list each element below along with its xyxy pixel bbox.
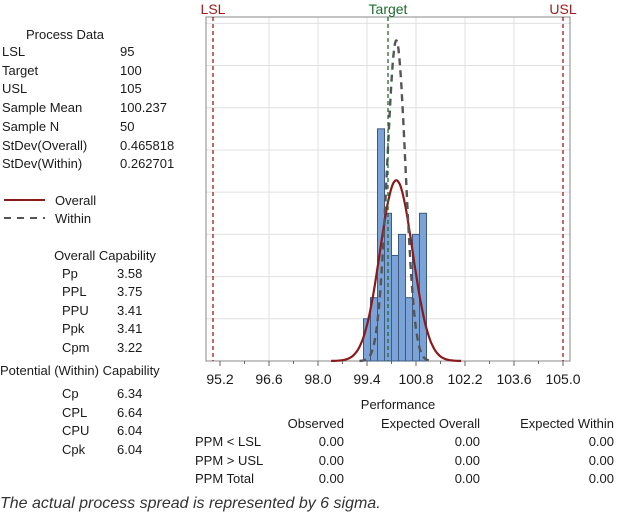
process-data-value: 50 — [120, 118, 135, 134]
overall-capability-value: 3.58 — [117, 266, 143, 281]
overall-capability-value: 3.22 — [117, 339, 143, 355]
footnote: The actual process spread is represented… — [0, 495, 381, 512]
overall-capability-label: Ppk — [62, 321, 85, 337]
overall-curve — [331, 179, 462, 362]
header-expected-within: Expected Within — [520, 416, 614, 431]
legend — [4, 199, 45, 219]
process-data-label: Sample N — [2, 118, 60, 134]
observed-ppm: 0.00 — [318, 452, 344, 468]
potential-capability-label: Cp — [62, 386, 79, 401]
process-data-value: 100.237 — [120, 100, 167, 116]
potential-capability-value: 6.64 — [117, 404, 143, 420]
legend-within: Within — [55, 211, 92, 226]
process-data-value: 0.262701 — [120, 156, 175, 172]
overall-capability-title: Overall Capability — [54, 248, 156, 263]
performance-row-label: PPM > USL — [195, 452, 264, 468]
usl-label: USL — [549, 1, 576, 17]
performance-title: Performance — [360, 397, 436, 412]
process-data-label: StDev(Within) — [2, 156, 83, 172]
x-tick-label: 103.6 — [496, 371, 531, 387]
overall-capability-label: Cpm — [62, 339, 90, 355]
x-tick-label: 96.6 — [255, 371, 282, 387]
process-data-value: 100 — [120, 62, 142, 78]
performance-row-label: PPM < LSL — [195, 434, 262, 449]
process-data-label: Sample Mean — [2, 100, 83, 116]
process-data-label: StDev(Overall) — [2, 137, 88, 153]
overall-capability-label: PPL — [62, 284, 87, 300]
x-tick-label: 100.8 — [398, 371, 433, 387]
legend-overall: Overall — [55, 193, 97, 208]
x-tick-label: 102.2 — [447, 371, 482, 387]
header-expected-overall: Expected Overall — [381, 416, 480, 431]
expected-within-ppm: 0.00 — [588, 452, 614, 468]
x-tick-label: 98.0 — [304, 371, 331, 387]
within-curve — [359, 39, 434, 363]
expected-overall-ppm: 0.00 — [454, 452, 480, 468]
x-tick-label: 105.0 — [545, 371, 580, 387]
overall-capability-label: Pp — [62, 266, 78, 281]
potential-capability-value: 6.04 — [117, 423, 143, 438]
process-data-title: Process Data — [25, 27, 105, 42]
expected-overall-ppm: 0.00 — [454, 471, 480, 486]
potential-capability-label: CPU — [62, 423, 90, 438]
target-label: Target — [369, 1, 408, 17]
potential-capability-value: 6.04 — [117, 441, 143, 457]
expected-within-ppm: 0.00 — [588, 434, 614, 449]
process-data-label: LSL — [2, 44, 26, 59]
process-data-value: 105 — [120, 81, 142, 97]
histogram-bar — [398, 233, 406, 362]
potential-capability-value: 6.34 — [117, 386, 143, 401]
performance-row-label: PPM Total — [195, 471, 255, 486]
histogram-bar — [405, 297, 413, 362]
overall-capability-label: PPU — [62, 302, 89, 318]
overall-capability-value: 3.41 — [117, 321, 143, 337]
observed-ppm: 0.00 — [318, 434, 344, 449]
potential-capability-label: Cpk — [62, 441, 86, 457]
expected-overall-ppm: 0.00 — [454, 434, 480, 449]
overall-capability-value: 3.41 — [117, 302, 143, 318]
header-observed: Observed — [287, 416, 344, 431]
lsl-label: LSL — [201, 1, 226, 17]
process-data-value: 0.465818 — [120, 137, 175, 153]
histogram-bar — [391, 254, 399, 362]
overall-capability-value: 3.75 — [117, 284, 143, 300]
potential-capability-label: CPL — [62, 404, 88, 420]
x-tick-label: 99.4 — [353, 371, 380, 387]
observed-ppm: 0.00 — [318, 471, 344, 486]
x-tick-label: 95.2 — [206, 371, 233, 387]
process-data-value: 95 — [120, 44, 135, 59]
process-data-label: USL — [2, 81, 28, 97]
expected-within-ppm: 0.00 — [588, 471, 614, 486]
histogram-bar — [419, 212, 427, 362]
process-data-label: Target — [2, 62, 39, 78]
potential-capability-title: Potential (Within) Capability — [0, 363, 160, 378]
